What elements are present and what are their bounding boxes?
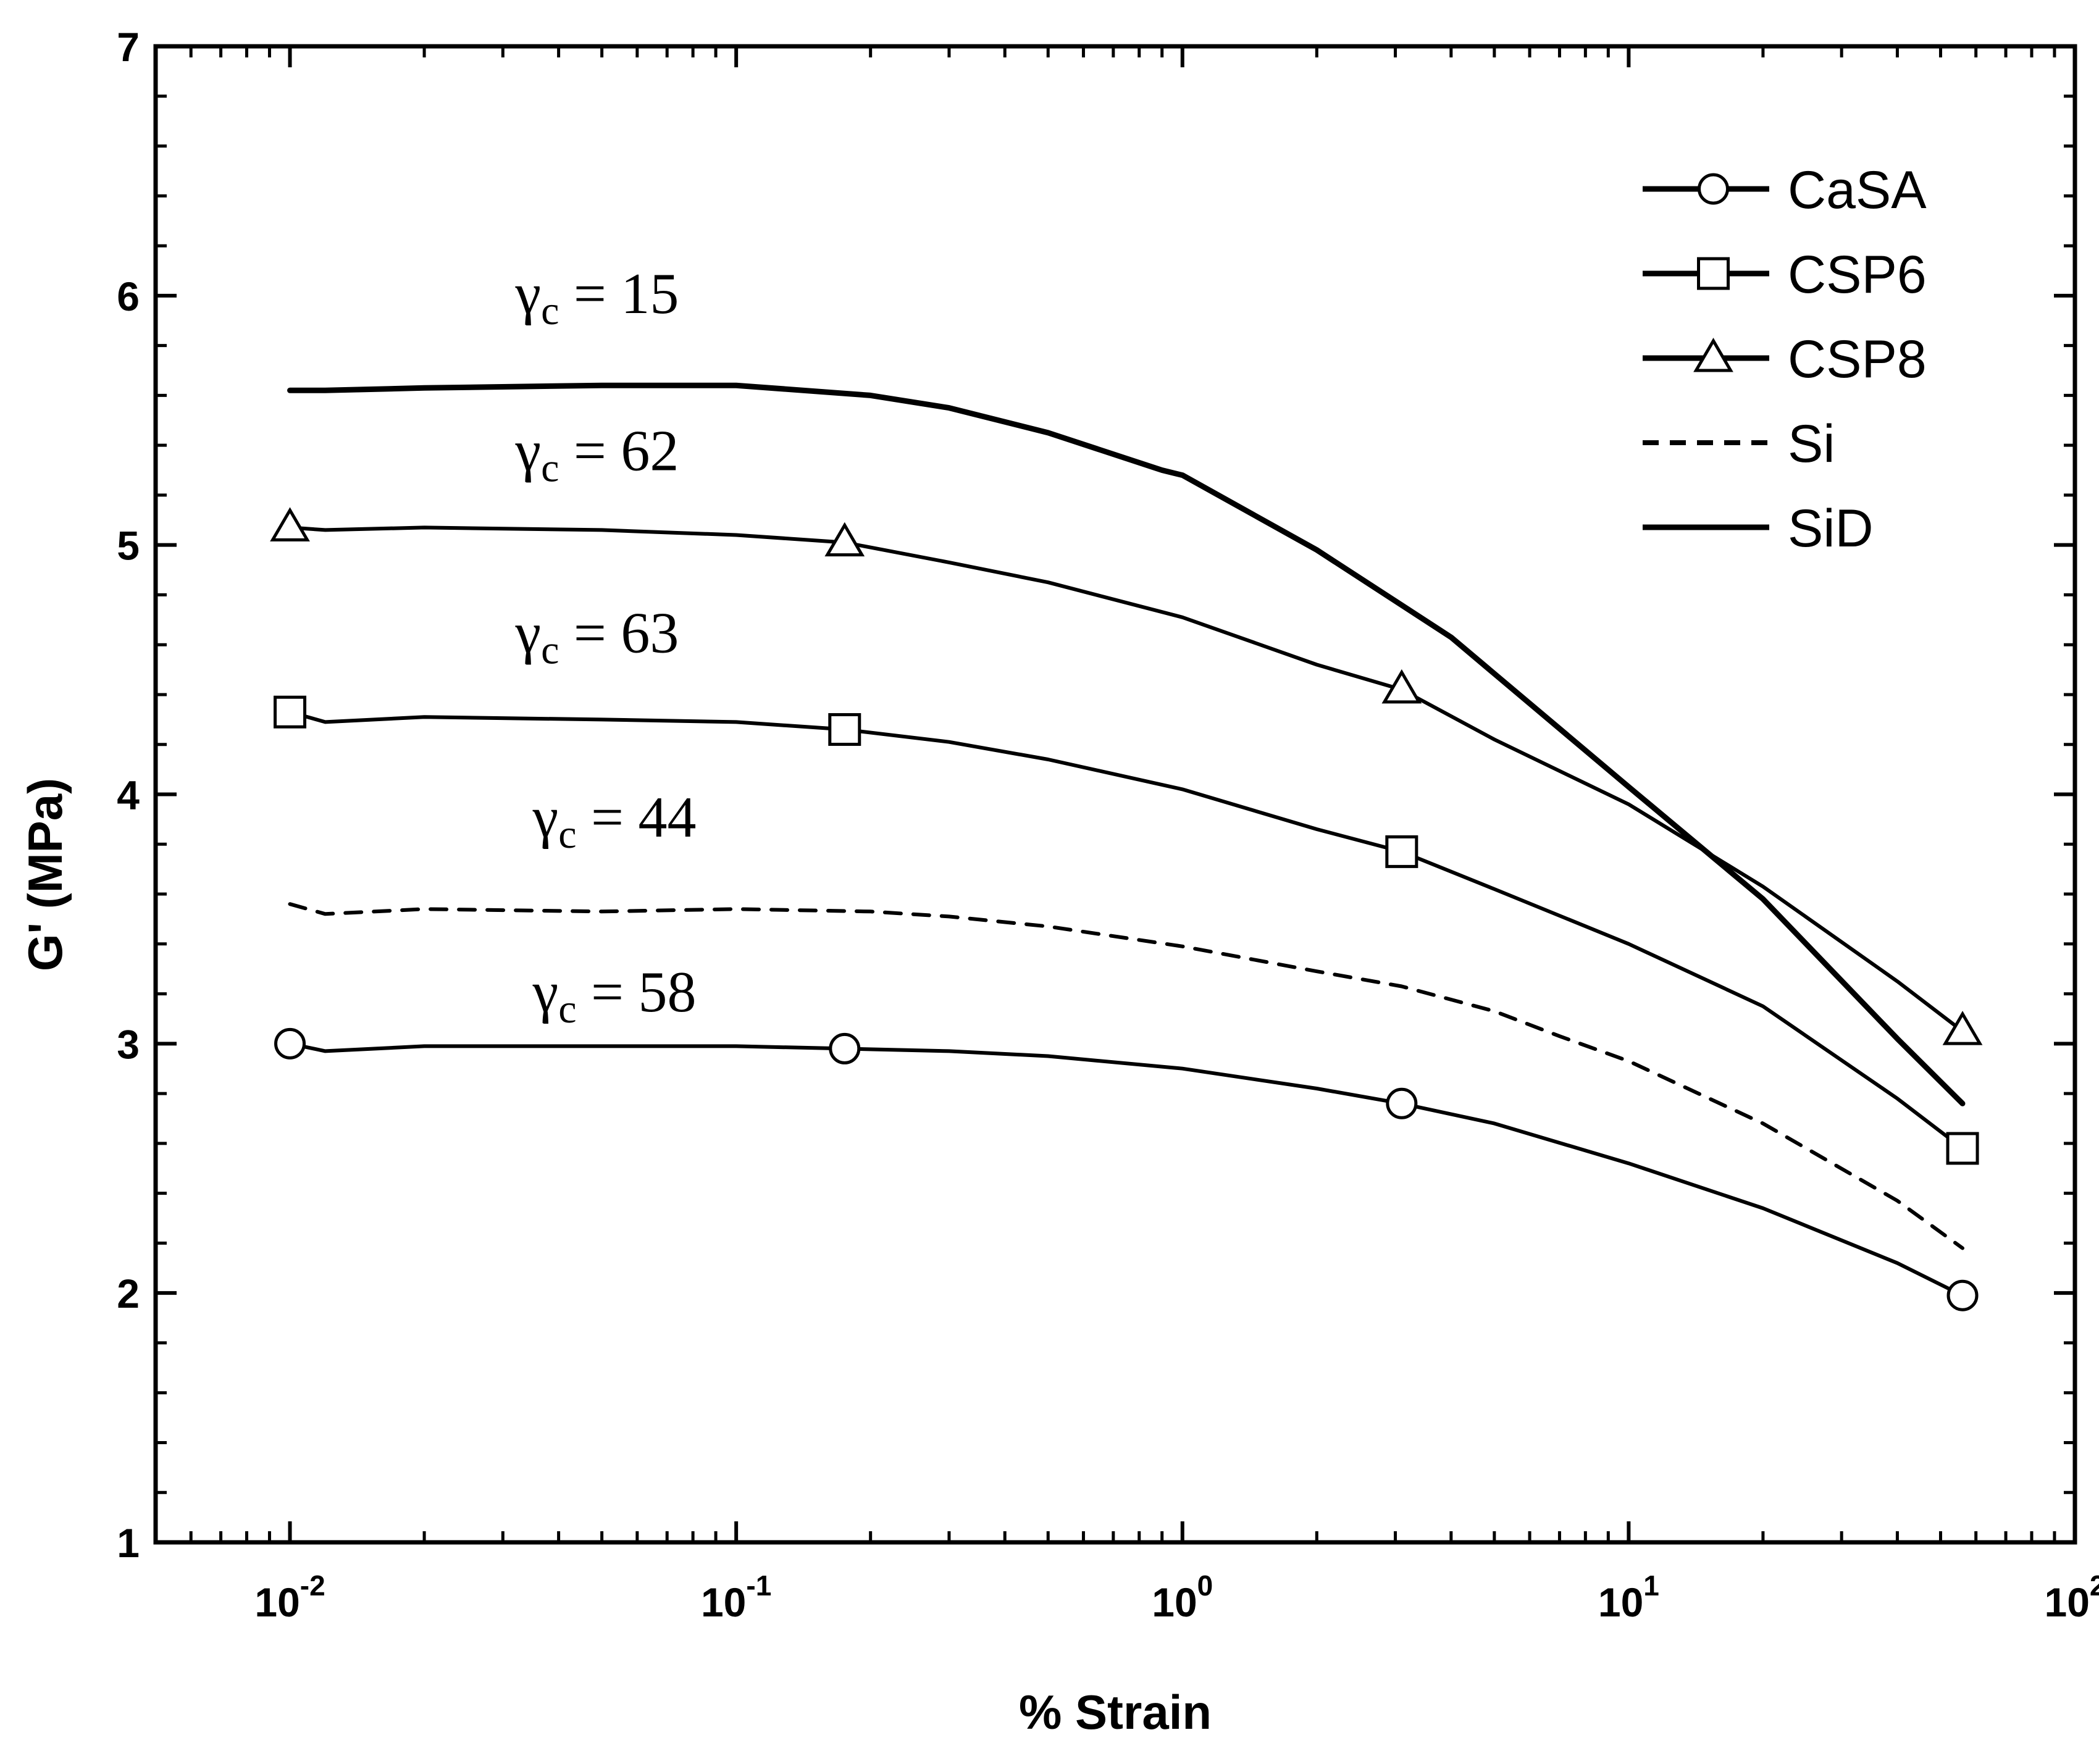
series-layer bbox=[270, 382, 1983, 1311]
x-tick-base: 10 bbox=[2044, 1579, 2089, 1625]
legend-item-csp6: CSP6 bbox=[1643, 245, 1927, 304]
x-tick-label: 10-2 bbox=[254, 1570, 325, 1625]
series-si bbox=[288, 902, 1964, 1250]
y-axis-title: G' (MPa) bbox=[18, 778, 72, 971]
annotation-value: = 62 bbox=[559, 419, 679, 483]
data-point-square bbox=[1946, 1132, 1979, 1165]
data-point-triangle bbox=[270, 507, 310, 541]
gamma-c-annotation: γc = 44 bbox=[532, 785, 697, 857]
legend-label: CSP8 bbox=[1788, 330, 1927, 389]
legend-label: CaSA bbox=[1788, 161, 1927, 220]
data-point-square bbox=[828, 713, 861, 746]
legend-label: Si bbox=[1788, 414, 1835, 474]
legend-marker-square bbox=[1697, 257, 1730, 290]
annotation-value: = 63 bbox=[559, 601, 679, 665]
x-tick-exponent: 2 bbox=[2090, 1570, 2099, 1602]
annotation-subscript: c bbox=[558, 812, 576, 857]
series-line-sid bbox=[287, 382, 1966, 1106]
x-axis-title: % Strain bbox=[1019, 1685, 1212, 1739]
series-line-si bbox=[288, 902, 1964, 1250]
legend-marker-triangle bbox=[1693, 338, 1733, 372]
x-tick-label: 10-1 bbox=[701, 1570, 771, 1625]
series-line-casa bbox=[288, 1042, 1964, 1298]
annotation-gamma: γ bbox=[515, 601, 542, 665]
y-tick-label: 5 bbox=[117, 523, 140, 569]
gamma-c-annotation: γc = 58 bbox=[532, 960, 697, 1032]
plot-frame bbox=[153, 44, 2077, 1545]
legend-item-si: Si bbox=[1643, 414, 1835, 474]
legend-item-sid: SiD bbox=[1643, 499, 1874, 558]
y-tick-label: 1 bbox=[117, 1520, 140, 1566]
y-tick-label: 2 bbox=[117, 1271, 140, 1316]
x-tick-label: 101 bbox=[1598, 1570, 1659, 1625]
gamma-c-annotation: γc = 15 bbox=[515, 262, 679, 333]
annotation-value: = 15 bbox=[559, 262, 679, 326]
annotation-subscript: c bbox=[541, 446, 559, 491]
gamma-c-annotation: γc = 63 bbox=[515, 601, 679, 672]
data-point-circle bbox=[1386, 1087, 1418, 1119]
legend: CaSA CSP6 CSP8 Si SiD bbox=[1643, 161, 1927, 558]
y-tick-label: 3 bbox=[117, 1021, 140, 1067]
data-point-triangle bbox=[824, 522, 865, 557]
series-sid bbox=[287, 382, 1966, 1106]
legend-marker-circle bbox=[1698, 173, 1729, 205]
x-tick-label: 102 bbox=[2044, 1570, 2099, 1625]
data-point-circle bbox=[274, 1027, 306, 1060]
x-tick-exponent: -2 bbox=[300, 1570, 325, 1602]
data-point-square bbox=[1385, 835, 1418, 868]
gamma-c-annotation: γc = 62 bbox=[515, 419, 679, 491]
legend-label: CSP6 bbox=[1788, 245, 1927, 304]
x-tick-base: 10 bbox=[1598, 1579, 1643, 1625]
y-tick-label: 7 bbox=[117, 24, 140, 70]
x-tick-label: 100 bbox=[1152, 1570, 1213, 1625]
annotation-gamma: γ bbox=[532, 960, 559, 1024]
x-tick-base: 10 bbox=[701, 1579, 746, 1625]
annotation-value: = 58 bbox=[577, 960, 697, 1024]
data-point-circle bbox=[1946, 1279, 1979, 1311]
x-tick-exponent: 0 bbox=[1197, 1570, 1213, 1602]
data-point-triangle bbox=[1942, 1011, 1983, 1045]
y-tick-label: 6 bbox=[117, 274, 140, 319]
data-point-triangle bbox=[1381, 669, 1422, 704]
annotation-subscript: c bbox=[541, 627, 559, 672]
data-point-square bbox=[274, 695, 307, 729]
annotation-gamma: γ bbox=[515, 419, 542, 483]
annotation-gamma: γ bbox=[532, 785, 559, 850]
data-point-circle bbox=[829, 1032, 861, 1064]
annotation-subscript: c bbox=[541, 288, 559, 333]
annotation-subscript: c bbox=[558, 987, 576, 1032]
annotation-gamma: γ bbox=[515, 262, 542, 326]
series-casa bbox=[274, 1027, 1979, 1311]
y-tick-label: 4 bbox=[117, 772, 140, 818]
series-csp6 bbox=[274, 695, 1979, 1165]
x-tick-exponent: 1 bbox=[1643, 1570, 1659, 1602]
x-tick-exponent: -1 bbox=[746, 1570, 771, 1602]
legend-item-casa: CaSA bbox=[1643, 161, 1927, 220]
x-tick-base: 10 bbox=[1152, 1579, 1197, 1625]
legend-label: SiD bbox=[1788, 499, 1874, 558]
x-tick-base: 10 bbox=[254, 1579, 300, 1625]
annotation-value: = 44 bbox=[577, 785, 697, 850]
legend-item-csp8: CSP8 bbox=[1643, 330, 1927, 389]
series-line-csp6 bbox=[288, 710, 1964, 1150]
